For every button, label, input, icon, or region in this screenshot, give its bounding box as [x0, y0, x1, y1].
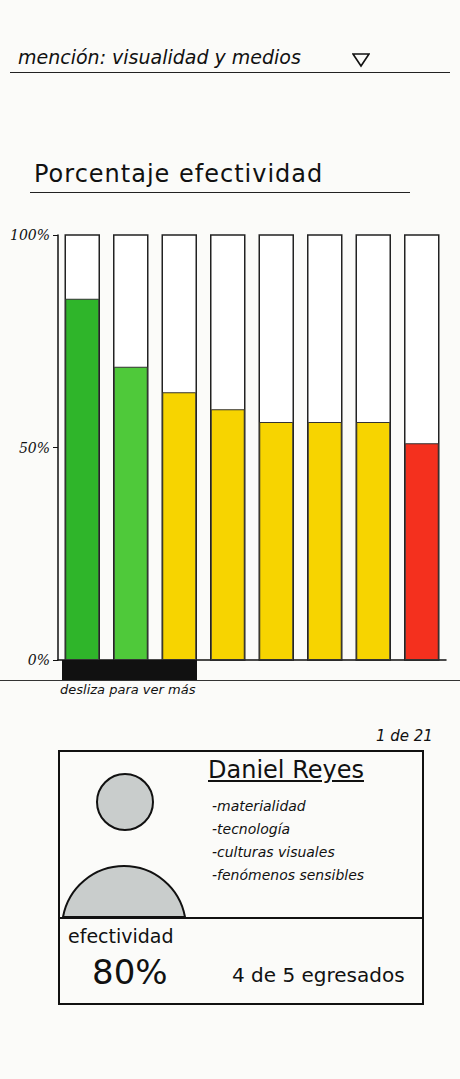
html-text:-materialidad: -materialidad: [212, 798, 306, 814]
html-text:80%: 80%: [92, 952, 168, 992]
html-text:desliza para ver más: desliza para ver más: [60, 682, 196, 697]
html-text:1 de 21: 1 de 21: [376, 727, 433, 745]
html-text:efectividad: efectividad: [68, 925, 174, 947]
svg-text:100%: 100%: [10, 227, 50, 243]
html-text:Daniel Reyes: Daniel Reyes: [208, 756, 364, 784]
svg-text:50%: 50%: [19, 440, 50, 456]
svg-text:0%: 0%: [28, 652, 50, 668]
html-text:4 de 5 egresados: 4 de 5 egresados: [232, 963, 405, 987]
html-text:-fenómenos sensibles: -fenómenos sensibles: [212, 867, 365, 883]
html-text:mención: visualidad y medios: mención: visualidad y medios: [18, 46, 301, 68]
html-text:-tecnología: -tecnología: [212, 821, 291, 837]
html-text:Porcentaje efectividad: Porcentaje efectividad: [34, 160, 324, 188]
html-text:-culturas visuales: -culturas visuales: [212, 844, 335, 860]
